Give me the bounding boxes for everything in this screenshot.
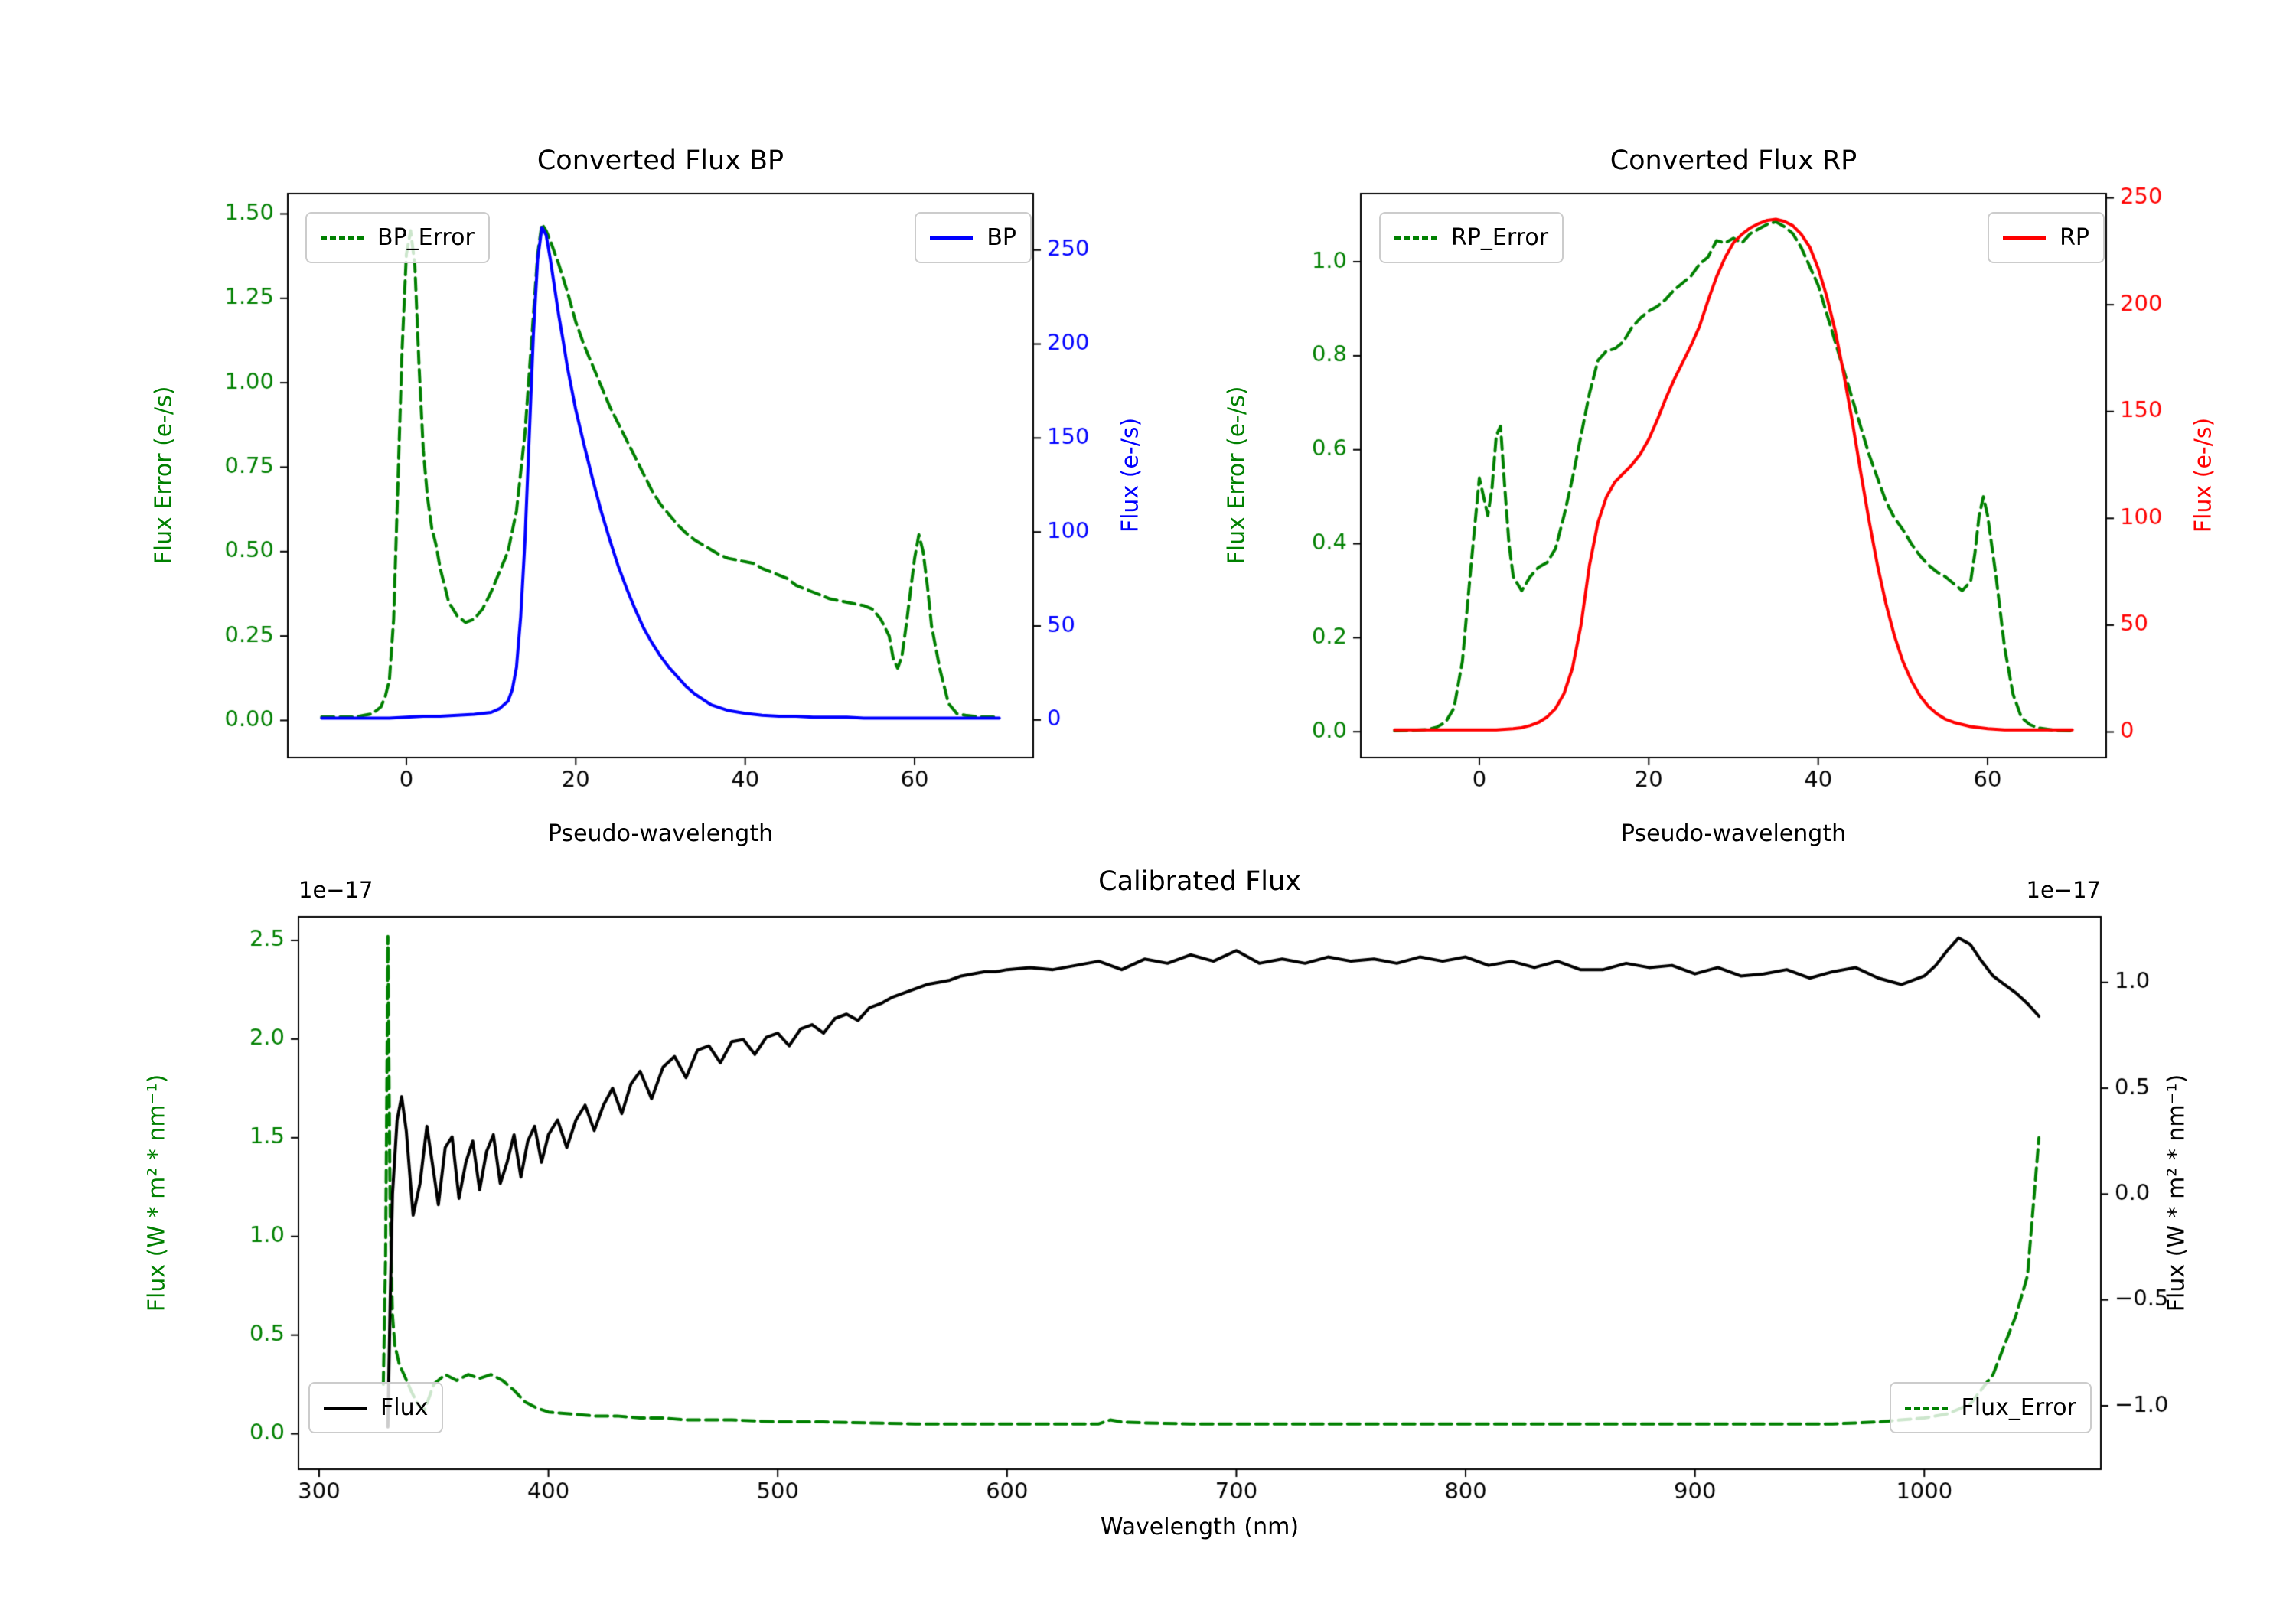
flux-line-sample	[324, 1406, 367, 1410]
legend-rp: RP	[1988, 212, 2105, 263]
legend-label-flux-error: Flux_Error	[1961, 1394, 2076, 1421]
calibrated-xlabel: Wavelength (nm)	[1100, 1514, 1300, 1540]
bp-error-line-sample	[321, 236, 364, 240]
rp-ylabel-left: Flux Error (e-/s)	[1223, 386, 1251, 565]
rp-ylabel-right: Flux (e-/s)	[2190, 417, 2217, 533]
bp-xlabel: Pseudo-wavelength	[547, 820, 774, 847]
legend-label-bp-error: BP_Error	[377, 224, 475, 251]
offset-text-right: 1e−17	[2026, 877, 2102, 903]
legend-bp: BP	[915, 212, 1032, 263]
bp-chart-title: Converted Flux BP	[536, 145, 784, 176]
legend-label-flux: Flux	[380, 1394, 429, 1421]
legend-label-rp-error: RP_Error	[1451, 224, 1549, 251]
legend-label-bp: BP	[987, 224, 1016, 251]
legend-flux: Flux	[308, 1382, 444, 1433]
legend-label-rp: RP	[2060, 224, 2089, 251]
offset-text-left: 1e−17	[298, 877, 373, 903]
bp-ylabel-right: Flux (e-/s)	[1117, 417, 1144, 533]
rp-xlabel: Pseudo-wavelength	[1620, 820, 1847, 847]
calibrated-ylabel-left: Flux (W * m² * nm⁻¹)	[143, 1074, 171, 1312]
rp-error-line-sample	[1394, 236, 1437, 240]
bp-ylabel-left: Flux Error (e-/s)	[150, 386, 178, 565]
bp-line-sample	[930, 236, 974, 240]
legend-rp-error: RP_Error	[1379, 212, 1564, 263]
flux-error-line-sample	[1904, 1406, 1948, 1410]
calibrated-ylabel-right: Flux (W * m² * nm⁻¹)	[2163, 1074, 2190, 1312]
calibrated-chart-title: Calibrated Flux	[1098, 866, 1301, 897]
legend-flux-error: Flux_Error	[1889, 1382, 2092, 1433]
legend-bp-error: BP_Error	[305, 212, 490, 263]
rp-chart-title: Converted Flux RP	[1609, 145, 1857, 176]
rp-line-sample	[2003, 236, 2047, 240]
